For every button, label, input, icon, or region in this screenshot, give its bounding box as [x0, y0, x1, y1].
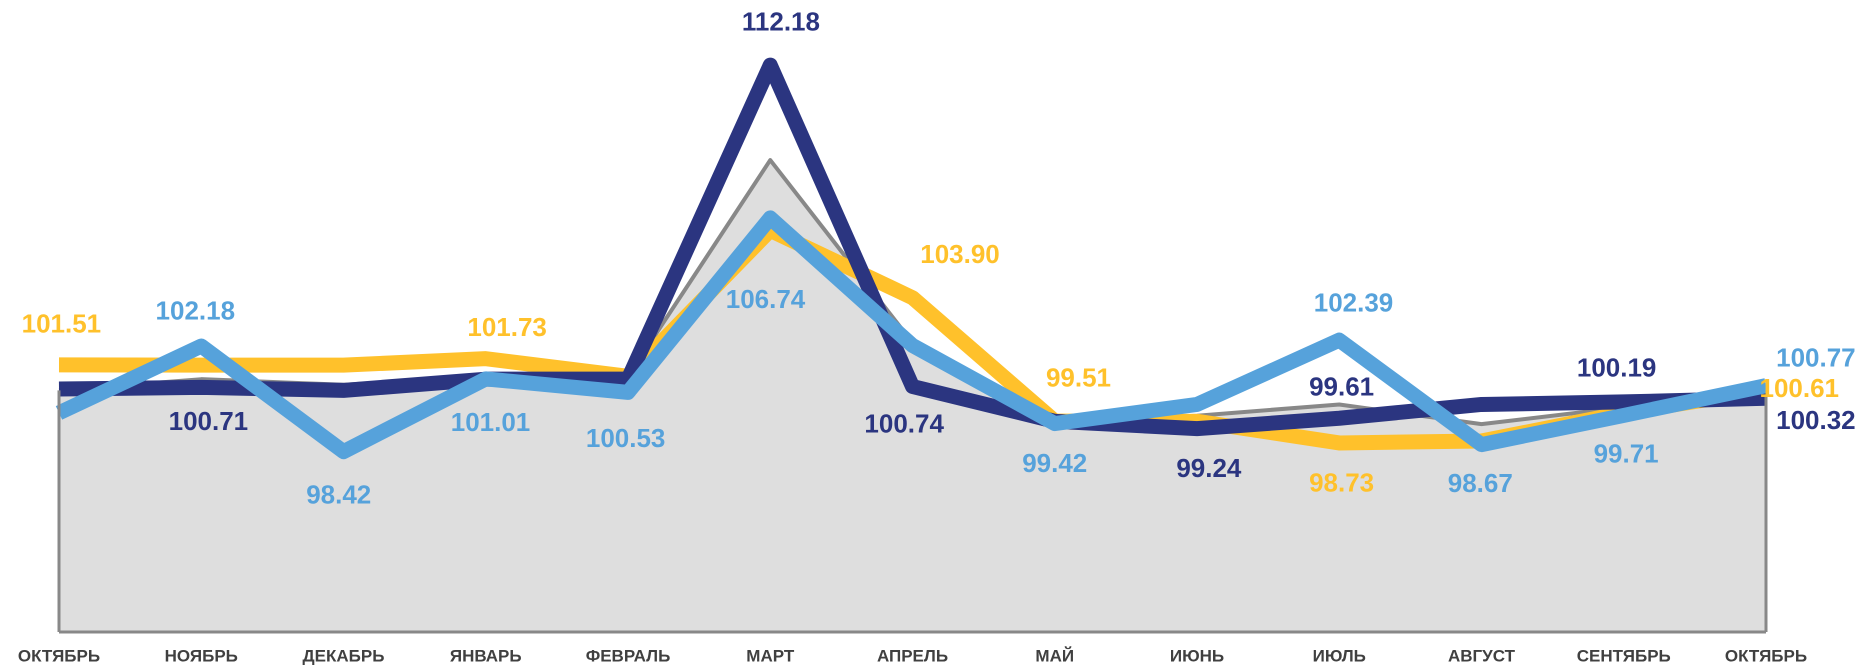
data-label: 98.73: [1309, 467, 1374, 497]
x-tick-label: ОКТЯБРЬ: [1725, 646, 1807, 665]
x-tick-label: ОКТЯБРЬ: [18, 646, 100, 665]
data-label: 99.51: [1046, 362, 1111, 392]
data-label: 102.39: [1314, 287, 1394, 317]
series-line: [55, 210, 1768, 460]
data-label: 100.77: [1776, 342, 1856, 372]
data-label: 98.42: [306, 480, 371, 510]
data-label: 98.67: [1448, 468, 1513, 498]
data-label: 100.19: [1577, 353, 1657, 383]
x-tick-label: ЯНВАРЬ: [450, 646, 522, 665]
data-label: 102.18: [156, 296, 236, 326]
x-tick-label: ДЕКАБРЬ: [303, 646, 385, 665]
data-label: 100.53: [586, 423, 666, 453]
data-label: 101.01: [451, 407, 531, 437]
x-tick-label: ФЕВРАЛЬ: [586, 646, 671, 665]
data-label: 100.32: [1776, 405, 1856, 435]
x-tick-label: АВГУСТ: [1448, 646, 1516, 665]
x-tick-label: МАЙ: [1035, 646, 1074, 665]
x-tick-label: ИЮНЬ: [1170, 646, 1224, 665]
area-fill: [59, 160, 1766, 632]
data-label: 100.71: [169, 406, 249, 436]
data-label: 99.24: [1176, 453, 1242, 483]
data-label: 99.71: [1594, 439, 1659, 469]
data-label: 103.90: [920, 239, 1000, 269]
x-tick-label: НОЯБРЬ: [165, 646, 238, 665]
data-label: 99.61: [1309, 371, 1374, 401]
data-label: 112.18: [742, 6, 820, 36]
data-label: 99.42: [1022, 448, 1087, 478]
x-tick-label: АПРЕЛЬ: [877, 646, 948, 665]
x-tick-label: ИЮЛЬ: [1313, 646, 1366, 665]
data-label: 101.73: [467, 312, 547, 342]
data-label: 100.61: [1759, 373, 1839, 403]
x-tick-label: СЕНТЯБРЬ: [1577, 646, 1671, 665]
series-line: [58, 57, 1767, 437]
data-label: 101.51: [22, 309, 102, 339]
data-label: 106.74: [726, 284, 806, 314]
data-label: 100.74: [864, 409, 944, 439]
x-tick-label: МАРТ: [746, 646, 795, 665]
